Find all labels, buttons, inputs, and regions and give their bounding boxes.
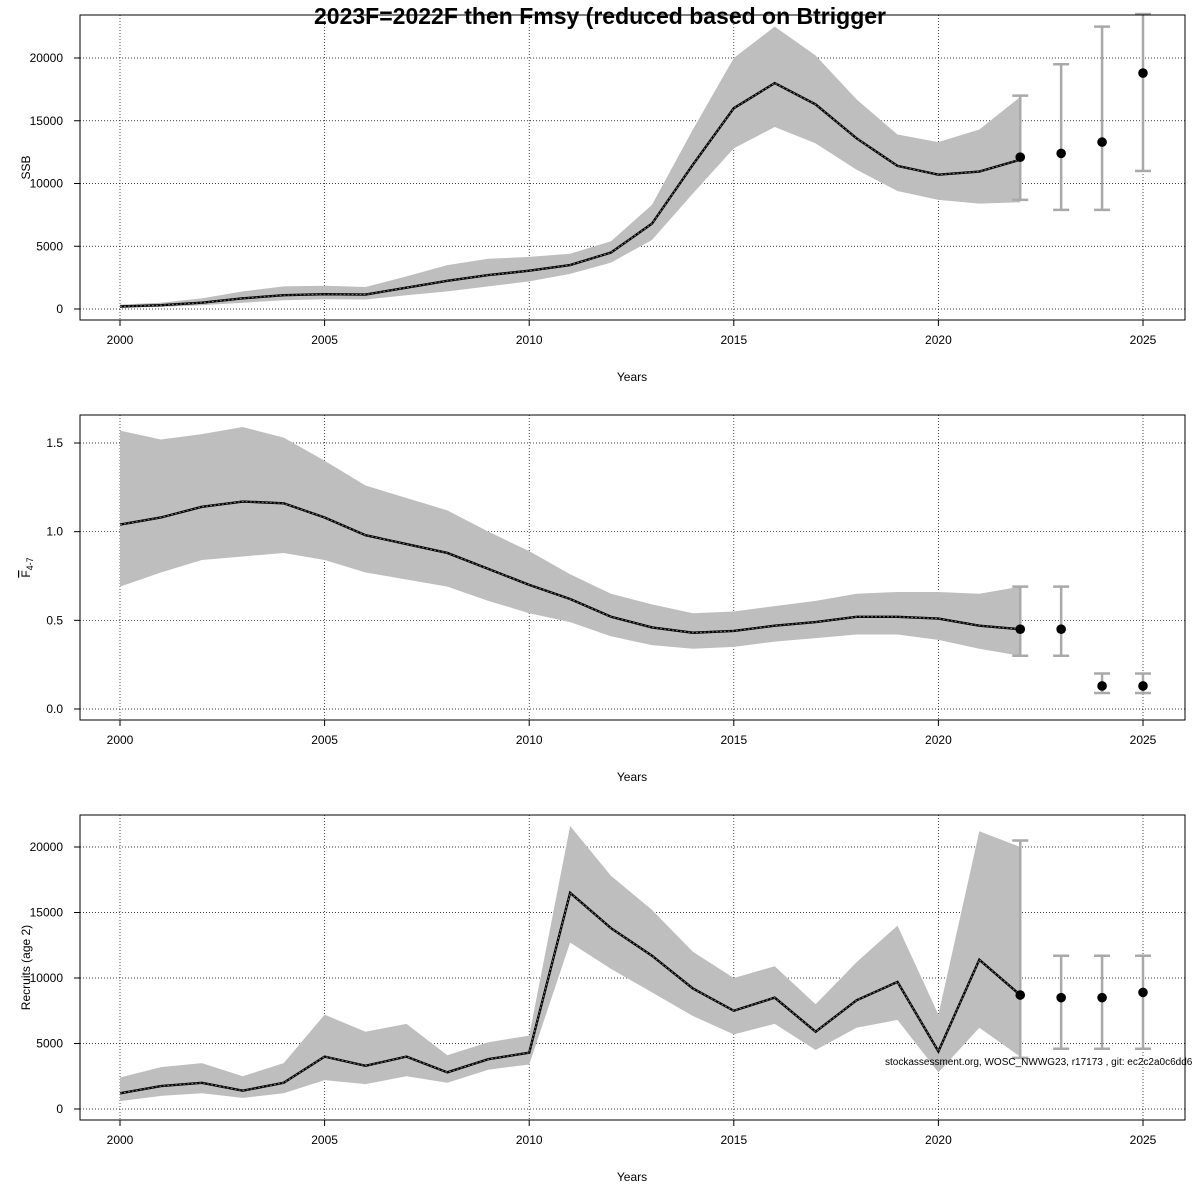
y-tick-label: 1.0 [46,525,63,539]
forecast-point [1015,624,1026,634]
y-axis-label: Recruits (age 2) [19,925,33,1010]
chart-title: 2023F=2022F then Fmsy (reduced based on … [314,3,886,29]
y-tick-label: 5000 [36,239,63,253]
forecast-point [1138,68,1148,78]
panel-1: 2000 2005 2010 2015 2020 2025 0 5000 10000 15000 2… [19,12,1186,384]
forecast-point [1138,987,1148,998]
x-tick-label: 2020 [925,733,952,747]
forecast-point [1097,137,1107,147]
y-axis-label-subscript: 4-7 [25,557,35,570]
x-axis-label: Years [617,370,647,384]
y-tick-label: 0 [56,302,63,316]
forecast-point [1056,624,1066,634]
x-axis-label: Years [617,1170,647,1184]
forecast-point [1056,148,1066,159]
x-tick-label: 2025 [1130,333,1157,347]
x-tick-label: 2005 [311,1133,338,1147]
footnote: stockassessment.org, WOSC_NWWG23, r17173… [885,1057,1193,1068]
estimate-line-dots [119,82,1021,307]
confidence-band [120,826,1021,1102]
x-tick-label: 2005 [311,733,338,747]
forecast-point [1015,990,1026,1000]
plot-frame [79,414,1186,721]
forecast-point [1138,681,1148,691]
y-tick-label: 1.5 [46,436,63,450]
panel-3: 2000 2005 2010 2015 2020 2025 0 5000 10000 15000 2… [19,814,1186,1184]
x-tick-label: 2015 [720,333,747,347]
x-tick-label: 2010 [516,1133,543,1147]
plot-frame [79,14,1186,321]
y-axis-label: SSB [19,155,33,179]
plot-frame [79,814,1186,1121]
x-tick-label: 2005 [311,333,338,347]
y-tick-label: 0.5 [46,613,63,627]
x-tick-label: 2025 [1130,1133,1157,1147]
x-tick-label: 2020 [925,1133,952,1147]
y-tick-label: 20000 [30,51,64,65]
x-axis-label: Years [617,770,647,784]
x-tick-label: 2000 [107,333,134,347]
panel-2: 2000 2005 2010 2015 2020 2025 0.0 0.5 1.0 1.5 Year… [19,414,1186,784]
y-tick-label: 0 [56,1102,63,1116]
y-tick-label: 15000 [30,906,64,920]
forecast-point [1097,992,1107,1003]
confidence-band [120,427,1021,656]
estimate-line-dots [119,891,1021,1094]
forecast-point [1097,681,1107,691]
x-tick-label: 2020 [925,333,952,347]
y-tick-label: 10000 [30,971,64,985]
x-tick-label: 2010 [516,333,543,347]
x-tick-label: 2025 [1130,733,1157,747]
estimate-line-dots [119,501,1021,634]
forecast-point [1056,992,1066,1003]
x-tick-label: 2010 [516,733,543,747]
y-tick-label: 0.0 [46,702,63,716]
y-axis-label-main: F [19,570,33,577]
y-tick-label: 15000 [30,114,64,128]
y-tick-label: 10000 [30,177,64,191]
forecast-point [1015,152,1026,162]
y-axis-label: F4-7 [19,557,35,577]
x-tick-label: 2000 [107,1133,134,1147]
x-tick-label: 2000 [107,733,134,747]
x-tick-label: 2015 [720,733,747,747]
confidence-band [120,26,1021,308]
y-tick-label: 20000 [30,840,64,854]
x-tick-label: 2015 [720,1133,747,1147]
y-tick-label: 5000 [36,1037,63,1051]
